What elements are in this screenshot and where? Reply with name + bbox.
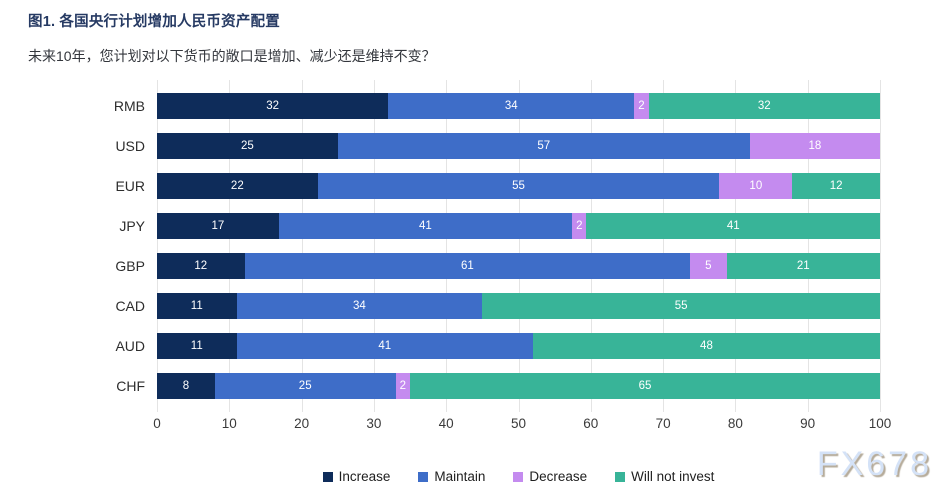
bar-row-cad: 11 34 55 (157, 293, 880, 319)
legend-label-will-not-invest: Will not invest (631, 469, 715, 484)
bar-segment-will-not-invest: 55 (482, 293, 880, 319)
category-label-usd: USD (115, 138, 145, 154)
bar-row-eur: 22 55 10 12 (157, 173, 880, 199)
legend-item-increase: Increase (322, 469, 391, 484)
category-label-eur: EUR (115, 178, 145, 194)
x-tick-80: 80 (727, 416, 743, 431)
bar-segment-increase: 22 (157, 173, 318, 199)
category-label-cad: CAD (115, 298, 145, 314)
bar-segment-increase: 25 (157, 133, 338, 159)
bar-segment-maintain: 34 (236, 293, 483, 319)
legend-swatch-increase (322, 471, 333, 482)
gridline-80 (735, 80, 737, 412)
bar-segment-maintain: 55 (317, 173, 720, 199)
bar-segment-increase: 32 (157, 93, 389, 119)
x-tick-70: 70 (655, 416, 671, 431)
gridline-90 (807, 80, 809, 412)
gridline-30 (373, 80, 375, 412)
gridline-70 (663, 80, 665, 412)
category-label-rmb: RMB (113, 98, 145, 114)
x-tick-100: 100 (868, 416, 892, 431)
gridline-50 (518, 80, 520, 412)
category-label-jpy: JPY (119, 218, 145, 234)
bar-segment-increase: 12 (157, 253, 245, 279)
bar-segment-maintain: 41 (236, 333, 533, 359)
bar-segment-maintain: 25 (214, 373, 396, 399)
bar-segment-decrease: 2 (634, 93, 649, 119)
bar-segment-increase: 11 (157, 293, 237, 319)
watermark: FX678 (816, 445, 932, 483)
chart-title: 图1. 各国央行计划增加人民币资产配置 (28, 14, 280, 30)
bar-segment-decrease: 2 (395, 373, 411, 399)
bar-segment-will-not-invest: 21 (726, 253, 880, 279)
bar-segment-decrease: 18 (749, 133, 880, 159)
x-tick-40: 40 (438, 416, 454, 431)
bar-row-chf: 8 25 2 65 (157, 373, 880, 399)
bar-row-gbp: 12 61 5 21 (157, 253, 880, 279)
legend-item-maintain: Maintain (418, 469, 485, 484)
x-tick-60: 60 (583, 416, 599, 431)
gridline-10 (229, 80, 231, 412)
category-label-gbp: GBP (115, 258, 145, 274)
x-tick-0: 0 (153, 416, 161, 431)
gridline-100 (880, 80, 881, 412)
bar-segment-will-not-invest: 41 (586, 213, 880, 239)
category-label-chf: CHF (116, 378, 145, 394)
x-tick-20: 20 (294, 416, 310, 431)
gridline-40 (446, 80, 448, 412)
bar-segment-will-not-invest: 48 (532, 333, 880, 359)
x-tick-90: 90 (800, 416, 816, 431)
bar-row-jpy: 17 41 2 41 (157, 213, 880, 239)
gridline-60 (590, 80, 592, 412)
bar-segment-maintain: 57 (337, 133, 750, 159)
bar-segment-will-not-invest: 32 (648, 93, 880, 119)
bar-segment-maintain: 61 (244, 253, 691, 279)
legend-swatch-maintain (418, 471, 429, 482)
bar-segment-increase: 11 (157, 333, 237, 359)
gridline-20 (301, 80, 303, 412)
legend-label-maintain: Maintain (434, 469, 486, 484)
legend-swatch-decrease (513, 471, 524, 482)
legend: Increase Maintain Decrease Will not invest (157, 469, 880, 484)
bar-row-rmb: 32 34 2 32 (157, 93, 880, 119)
bar-row-usd: 25 57 18 (157, 133, 880, 159)
bar-segment-decrease: 10 (719, 173, 793, 199)
x-tick-10: 10 (221, 416, 237, 431)
legend-item-decrease: Decrease (513, 469, 587, 484)
bar-segment-increase: 17 (157, 213, 279, 239)
bar-segment-increase: 8 (157, 373, 215, 399)
bar-segment-maintain: 34 (388, 93, 635, 119)
bar-segment-decrease: 2 (572, 213, 587, 239)
category-label-aud: AUD (115, 338, 145, 354)
legend-item-will-not-invest: Will not invest (615, 469, 714, 484)
bar-segment-will-not-invest: 12 (792, 173, 880, 199)
gridline-0 (157, 80, 158, 412)
bar-segment-will-not-invest: 65 (410, 373, 880, 399)
x-tick-50: 50 (510, 416, 527, 431)
chart-subtitle: 未来10年，您计划对以下货币的敞口是增加、减少还是维持不变？ (28, 48, 436, 64)
legend-swatch-will-not-invest (615, 471, 626, 482)
bar-segment-maintain: 41 (278, 213, 573, 239)
legend-label-decrease: Decrease (529, 469, 588, 484)
legend-label-increase: Increase (338, 469, 391, 484)
x-tick-30: 30 (366, 416, 382, 431)
bar-row-aud: 11 41 48 (157, 333, 880, 359)
plot-area (157, 80, 881, 412)
bar-segment-decrease: 5 (690, 253, 727, 279)
